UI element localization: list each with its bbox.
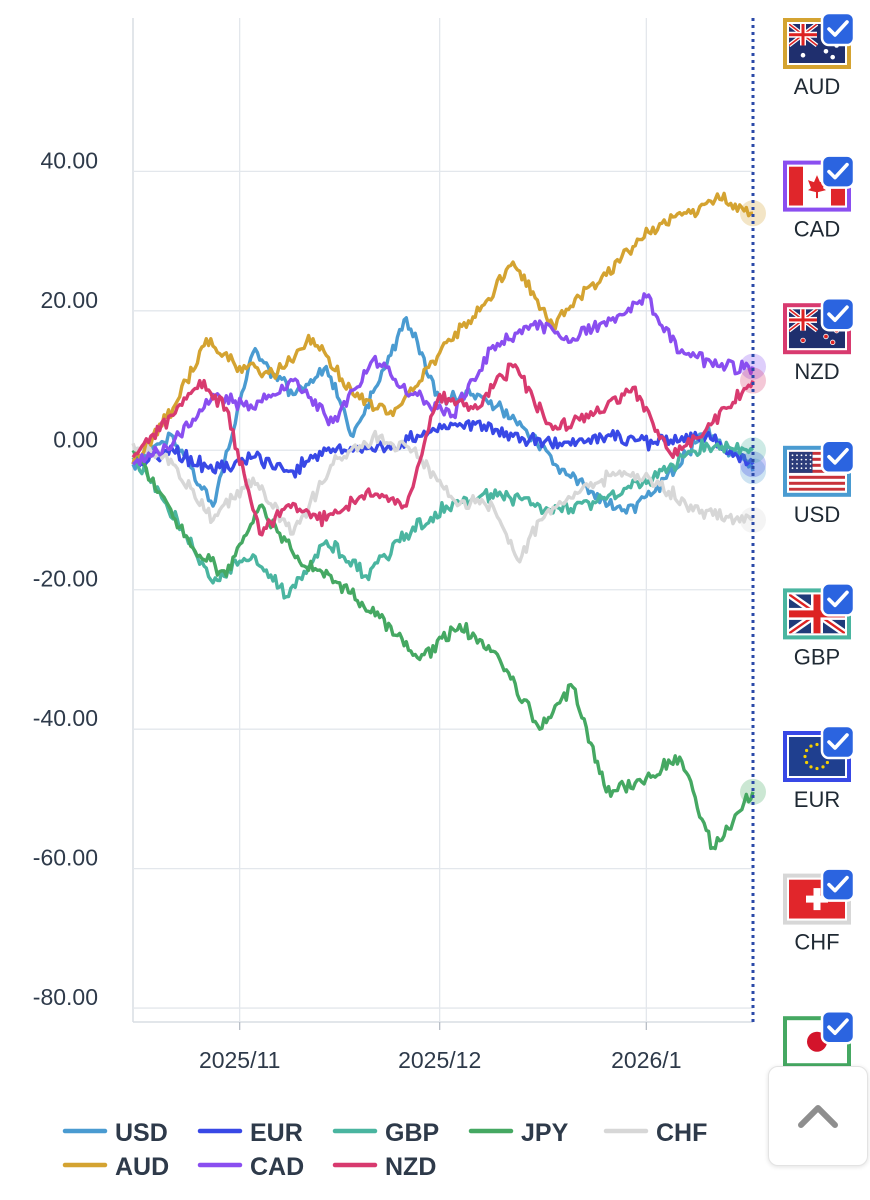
legend-label: EUR	[250, 1119, 303, 1147]
chart-grid	[132, 18, 753, 1030]
check-mark-icon	[827, 305, 849, 322]
flag-label: GBP	[794, 644, 840, 669]
series-line-cad	[131, 292, 755, 466]
y-tick-label: 40.00	[40, 147, 98, 173]
currency-flag-panel: AUDCADNZDUSDGBPEURCHFJPY	[783, 11, 856, 1097]
flag-toggle-gbp[interactable]: GBP	[783, 582, 856, 669]
checkbox-checked-icon[interactable]	[820, 1009, 856, 1045]
legend-item-gbp[interactable]: GBP	[332, 1119, 439, 1147]
legend-label: NZD	[385, 1153, 436, 1181]
legend-label: GBP	[385, 1119, 439, 1147]
legend-item-jpy[interactable]: JPY	[468, 1119, 569, 1147]
y-axis-ticks: 40.00 20.00 0.00 -20.00 -40.00 -60.00 -80.00	[33, 147, 98, 1010]
flag-toggle-usd[interactable]: USD	[783, 439, 856, 527]
flag-label: EUR	[794, 787, 840, 812]
series-line-chf	[131, 429, 754, 564]
series-end-marker-nzd	[740, 367, 766, 394]
x-tick-label: 2025/11	[199, 1047, 280, 1073]
flag-toggle-cad[interactable]: CAD	[783, 154, 856, 242]
legend-label: AUD	[115, 1153, 169, 1181]
y-tick-label: -60.00	[33, 845, 98, 871]
x-axis-ticks: 2025/11 2025/12 2026/1	[199, 1047, 682, 1073]
series-end-marker-jpy	[740, 778, 766, 805]
checkbox-checked-icon[interactable]	[820, 154, 856, 189]
checkbox-checked-icon[interactable]	[820, 11, 856, 47]
legend-item-aud[interactable]: AUD	[62, 1153, 169, 1181]
y-tick-label: 20.00	[40, 287, 98, 313]
series-line-aud	[131, 191, 754, 465]
y-tick-label: -20.00	[33, 566, 98, 592]
chevron-up-icon	[798, 1105, 838, 1128]
legend-label: CAD	[250, 1153, 304, 1181]
series-end-marker-chf	[740, 507, 766, 533]
checkbox-checked-icon[interactable]	[820, 439, 856, 475]
flag-label: AUD	[794, 74, 840, 99]
checkbox-checked-icon[interactable]	[820, 296, 856, 332]
legend-label: USD	[115, 1119, 168, 1147]
checkbox-checked-icon[interactable]	[820, 724, 856, 760]
check-mark-icon	[827, 875, 849, 893]
series-line-jpy	[131, 449, 755, 851]
flag-toggle-nzd[interactable]: NZD	[783, 296, 856, 384]
flag-label: CAD	[794, 217, 840, 242]
chart-legend: USD EUR GBP JPY CHF AUD CAD NZD	[62, 1119, 707, 1181]
legend-item-cad[interactable]: CAD	[197, 1153, 304, 1181]
legend-item-nzd[interactable]: NZD	[332, 1153, 436, 1181]
y-tick-label: -80.00	[33, 984, 98, 1010]
series-line-eur	[131, 419, 755, 479]
check-mark-icon	[827, 733, 849, 750]
series-end-marker-cad	[740, 353, 766, 380]
flag-toggle-chf[interactable]: CHF	[783, 867, 856, 955]
legend-label: JPY	[521, 1119, 569, 1147]
y-tick-label: 0.00	[53, 426, 98, 452]
flag-label: USD	[794, 502, 840, 527]
chart-series	[131, 191, 766, 851]
checkbox-checked-icon[interactable]	[820, 867, 856, 902]
series-line-gbp	[131, 438, 755, 600]
x-tick-label: 2026/1	[611, 1047, 681, 1073]
x-tick-label: 2025/12	[398, 1047, 481, 1073]
series-end-marker-aud	[740, 200, 766, 227]
legend-item-chf[interactable]: CHF	[603, 1119, 707, 1147]
flag-toggle-eur[interactable]: EUR	[783, 724, 856, 812]
check-mark-icon	[827, 20, 849, 37]
series-line-nzd	[131, 362, 755, 537]
check-mark-icon	[827, 590, 849, 608]
series-end-marker-eur	[740, 451, 766, 478]
series-end-marker-gbp	[740, 437, 766, 464]
scroll-top-button[interactable]	[768, 1066, 868, 1166]
legend-label: CHF	[656, 1119, 707, 1147]
check-mark-icon	[827, 448, 849, 465]
y-tick-label: -40.00	[33, 705, 98, 731]
flag-toggle-aud[interactable]: AUD	[783, 11, 856, 99]
check-mark-icon	[827, 1018, 849, 1035]
checkbox-checked-icon[interactable]	[820, 582, 856, 617]
flag-label: CHF	[794, 930, 839, 955]
legend-item-eur[interactable]: EUR	[197, 1119, 303, 1147]
check-mark-icon	[827, 162, 849, 180]
legend-item-usd[interactable]: USD	[62, 1119, 168, 1147]
flag-label: NZD	[794, 359, 839, 384]
